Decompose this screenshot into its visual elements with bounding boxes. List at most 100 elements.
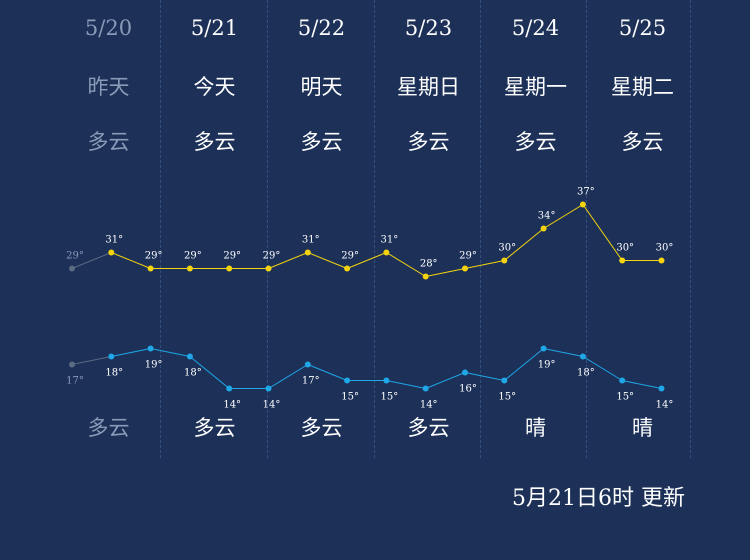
series-0-segment	[386, 252, 426, 277]
series-1-point	[383, 377, 390, 384]
series-1-value-label: 15°	[616, 392, 634, 403]
series-1-value-label: 14°	[656, 400, 674, 411]
series-0-point	[658, 257, 665, 264]
day-date: 5/25	[618, 16, 667, 40]
series-1-segment	[111, 348, 151, 357]
series-1-point	[422, 385, 429, 392]
series-0-point	[462, 265, 468, 272]
series-1-point	[147, 345, 154, 352]
series-0-point	[265, 265, 272, 272]
series-0-segment	[543, 204, 584, 229]
series-0-value-label: 37°	[577, 187, 595, 198]
night-weather: 晴	[525, 416, 546, 440]
night-weather: 晴	[632, 416, 653, 440]
series-0-segment	[268, 252, 308, 269]
series-0-value-label: 29°	[459, 251, 477, 262]
series-0-point	[304, 249, 311, 256]
series-1-value-label: 18°	[184, 368, 202, 379]
series-0-value-label: 31°	[302, 235, 320, 246]
series-0-segment	[425, 268, 466, 277]
series-0-point	[344, 265, 351, 272]
day-date: 5/24	[511, 16, 560, 40]
series-1-value-label: 16°	[459, 384, 477, 395]
series-1-segment	[307, 364, 348, 381]
night-weather: 多云	[407, 416, 450, 440]
day-weather: 多云	[407, 130, 450, 154]
day-label: 今天	[193, 75, 236, 99]
day-weather: 多云	[300, 130, 343, 154]
series-0-segment	[111, 252, 151, 269]
column-divider	[374, 0, 375, 458]
series-0-value-label: 30°	[656, 243, 674, 254]
series-1-segment	[503, 348, 544, 381]
series-0-segment	[307, 252, 348, 269]
series-1-segment	[582, 356, 623, 381]
series-0-point	[147, 265, 154, 272]
series-0-segment	[71, 252, 112, 269]
series-0-point	[540, 225, 547, 232]
day-label: 星期一	[504, 75, 567, 99]
day-weather: 多云	[621, 130, 664, 154]
column-divider	[480, 0, 481, 458]
series-1-point	[265, 385, 272, 392]
series-0-value-label: 29°	[66, 251, 84, 262]
series-1-segment	[268, 364, 309, 389]
series-0-point	[501, 257, 508, 264]
update-time: 5月21日6时 更新	[512, 486, 685, 511]
column-divider	[160, 0, 161, 458]
series-1-value-label: 17°	[302, 376, 320, 387]
series-0-value-label: 29°	[184, 251, 202, 262]
night-weather: 多云	[300, 416, 343, 440]
series-1-value-label: 14°	[420, 400, 438, 411]
series-0-value-label: 29°	[145, 251, 163, 262]
day-label: 星期日	[397, 75, 460, 99]
series-0-value-label: 31°	[381, 235, 399, 246]
series-1-point	[344, 377, 351, 384]
series-1-value-label: 14°	[223, 400, 241, 411]
day-label: 星期二	[611, 75, 674, 99]
series-1-point	[658, 385, 665, 392]
series-1-point	[619, 377, 626, 384]
series-1-segment	[150, 348, 190, 357]
series-1-segment	[622, 380, 662, 389]
series-1-segment	[543, 348, 583, 357]
series-1-point	[108, 353, 115, 360]
series-0-value-label: 29°	[223, 251, 241, 262]
series-1-point	[462, 369, 468, 376]
series-0-point	[619, 257, 626, 264]
series-1-segment	[425, 372, 466, 389]
series-1-point	[540, 345, 547, 352]
day-label: 明天	[300, 75, 343, 99]
series-1-value-label: 18°	[577, 368, 595, 379]
series-1-value-label: 15°	[341, 392, 359, 403]
series-1-value-label: 17°	[66, 376, 84, 387]
night-weather: 多云	[87, 416, 130, 440]
series-1-segment	[464, 372, 505, 381]
series-1-point	[579, 353, 586, 360]
series-0-value-label: 34°	[538, 211, 556, 222]
series-1-value-label: 15°	[381, 392, 399, 403]
series-0-point	[422, 273, 429, 280]
night-weather: 多云	[193, 416, 236, 440]
series-1-segment	[189, 356, 230, 389]
series-0-point	[226, 265, 233, 272]
series-1-segment	[71, 356, 112, 365]
series-1-point	[304, 361, 311, 368]
series-0-point	[108, 249, 115, 256]
series-0-point	[383, 249, 390, 256]
column-divider	[267, 0, 268, 458]
series-1-value-label: 19°	[145, 360, 163, 371]
series-0-segment	[582, 204, 623, 261]
series-0-value-label: 31°	[105, 235, 123, 246]
day-date: 5/22	[297, 16, 346, 40]
series-0-segment	[503, 228, 544, 261]
series-0-value-label: 30°	[616, 243, 634, 254]
series-0-value-label: 29°	[263, 251, 281, 262]
series-0-point	[579, 201, 586, 208]
series-0-value-label: 29°	[341, 251, 359, 262]
day-date: 5/20	[84, 16, 133, 40]
day-label: 昨天	[87, 75, 130, 99]
series-0-segment	[346, 252, 387, 269]
series-1-point	[501, 377, 508, 384]
